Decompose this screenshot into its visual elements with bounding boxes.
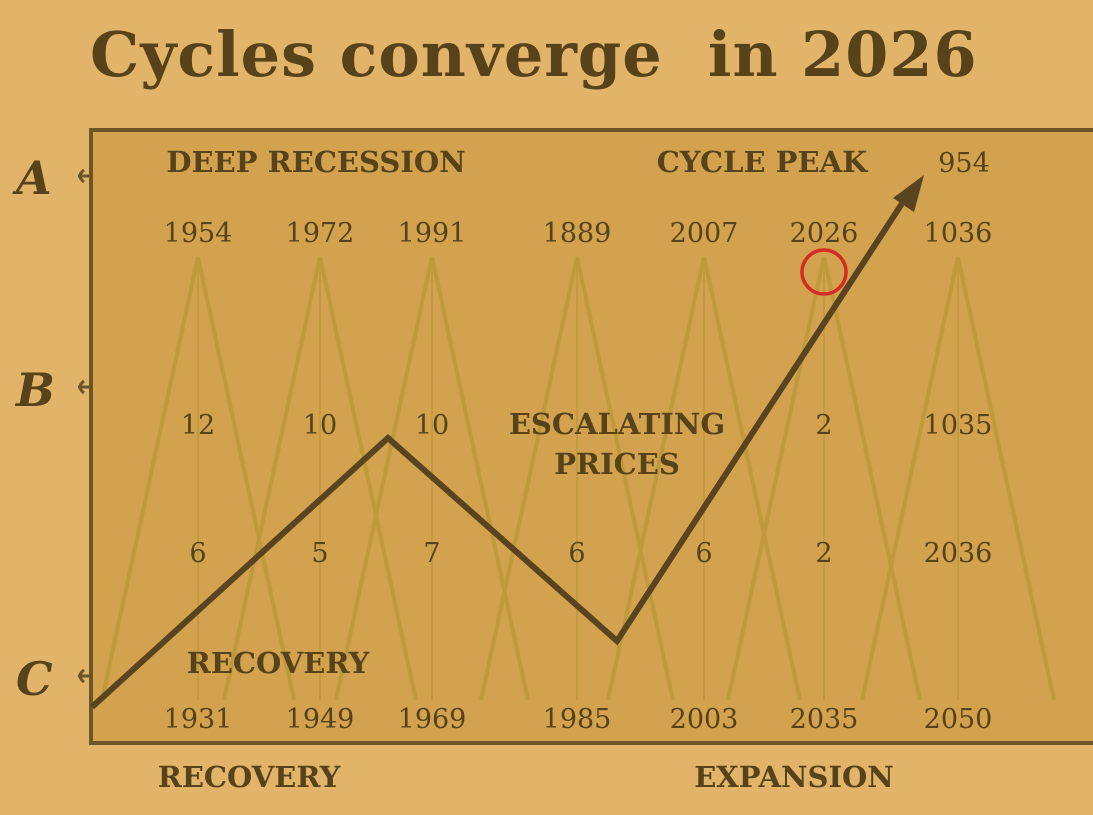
cycle-lower-value: 2036 bbox=[924, 538, 993, 569]
cycle-bottom-year: 1985 bbox=[543, 704, 612, 735]
cycle-bottom-year: 1931 bbox=[164, 704, 233, 735]
escalating-label: ESCALATING bbox=[509, 407, 725, 441]
cycle-text-layer: 1954 12 6 1931 1972 10 5 1949 1991 10 7 1969 1889 6 19… bbox=[164, 218, 993, 735]
cycle-6 bbox=[726, 256, 922, 701]
expansion-bottom-label: EXPANSION bbox=[694, 760, 894, 794]
deep-recession-label: DEEP RECESSION bbox=[166, 145, 465, 179]
cycle-lower-value: 2 bbox=[815, 538, 832, 569]
cycle-bottom-year: 1949 bbox=[286, 704, 355, 735]
cycle-top-year: 1972 bbox=[286, 218, 355, 249]
axis-ticks bbox=[78, 168, 91, 684]
cycle-lower-value: 6 bbox=[568, 538, 585, 569]
plot-panel bbox=[89, 128, 1093, 745]
cycle-upper-value: 10 bbox=[303, 410, 337, 441]
cycle-bottom-year: 1969 bbox=[398, 704, 467, 735]
axis-label-b: B bbox=[14, 363, 55, 417]
prices-label: PRICES bbox=[554, 447, 680, 481]
cycle-2 bbox=[222, 256, 418, 701]
cycle-bottom-year: 2050 bbox=[924, 704, 993, 735]
cycle-bottom-year: 2035 bbox=[790, 704, 859, 735]
peak-value-label: 954 bbox=[938, 148, 990, 179]
cycle-top-year: 2026 bbox=[790, 218, 859, 249]
cycle-upper-value: 2 bbox=[815, 410, 832, 441]
cycle-top-year: 2007 bbox=[670, 218, 739, 249]
cycle-lower-value: 6 bbox=[189, 538, 206, 569]
cycle-top-year: 1036 bbox=[924, 218, 993, 249]
cycle-5 bbox=[606, 256, 802, 701]
recovery-bottom-label: RECOVERY bbox=[158, 760, 341, 794]
peak-highlight-circle bbox=[800, 248, 848, 296]
cycle-top-year: 1889 bbox=[543, 218, 612, 249]
cycle-top-year: 1991 bbox=[398, 218, 467, 249]
cycle-upper-value: 1035 bbox=[924, 410, 993, 441]
cycle-lower-value: 6 bbox=[695, 538, 712, 569]
cycle-upper-value: 12 bbox=[181, 410, 215, 441]
cycle-lower-value: 7 bbox=[423, 538, 440, 569]
cycle-lower-value: 5 bbox=[311, 538, 328, 569]
cycle-bottom-year: 2003 bbox=[670, 704, 739, 735]
cycle-peak-label: CYCLE PEAK bbox=[657, 145, 869, 179]
cycle-upper-value: 10 bbox=[415, 410, 449, 441]
diagram-title: Cycles converge in 2026 bbox=[90, 18, 978, 91]
recovery-inner-label: RECOVERY bbox=[187, 646, 370, 680]
trend-arrowhead bbox=[893, 175, 924, 212]
trend-line bbox=[89, 200, 906, 710]
cycle-top-year: 1954 bbox=[164, 218, 233, 249]
axis-label-a: A bbox=[12, 151, 52, 205]
axis-label-c: C bbox=[16, 652, 53, 706]
cycle-7 bbox=[860, 256, 1056, 701]
